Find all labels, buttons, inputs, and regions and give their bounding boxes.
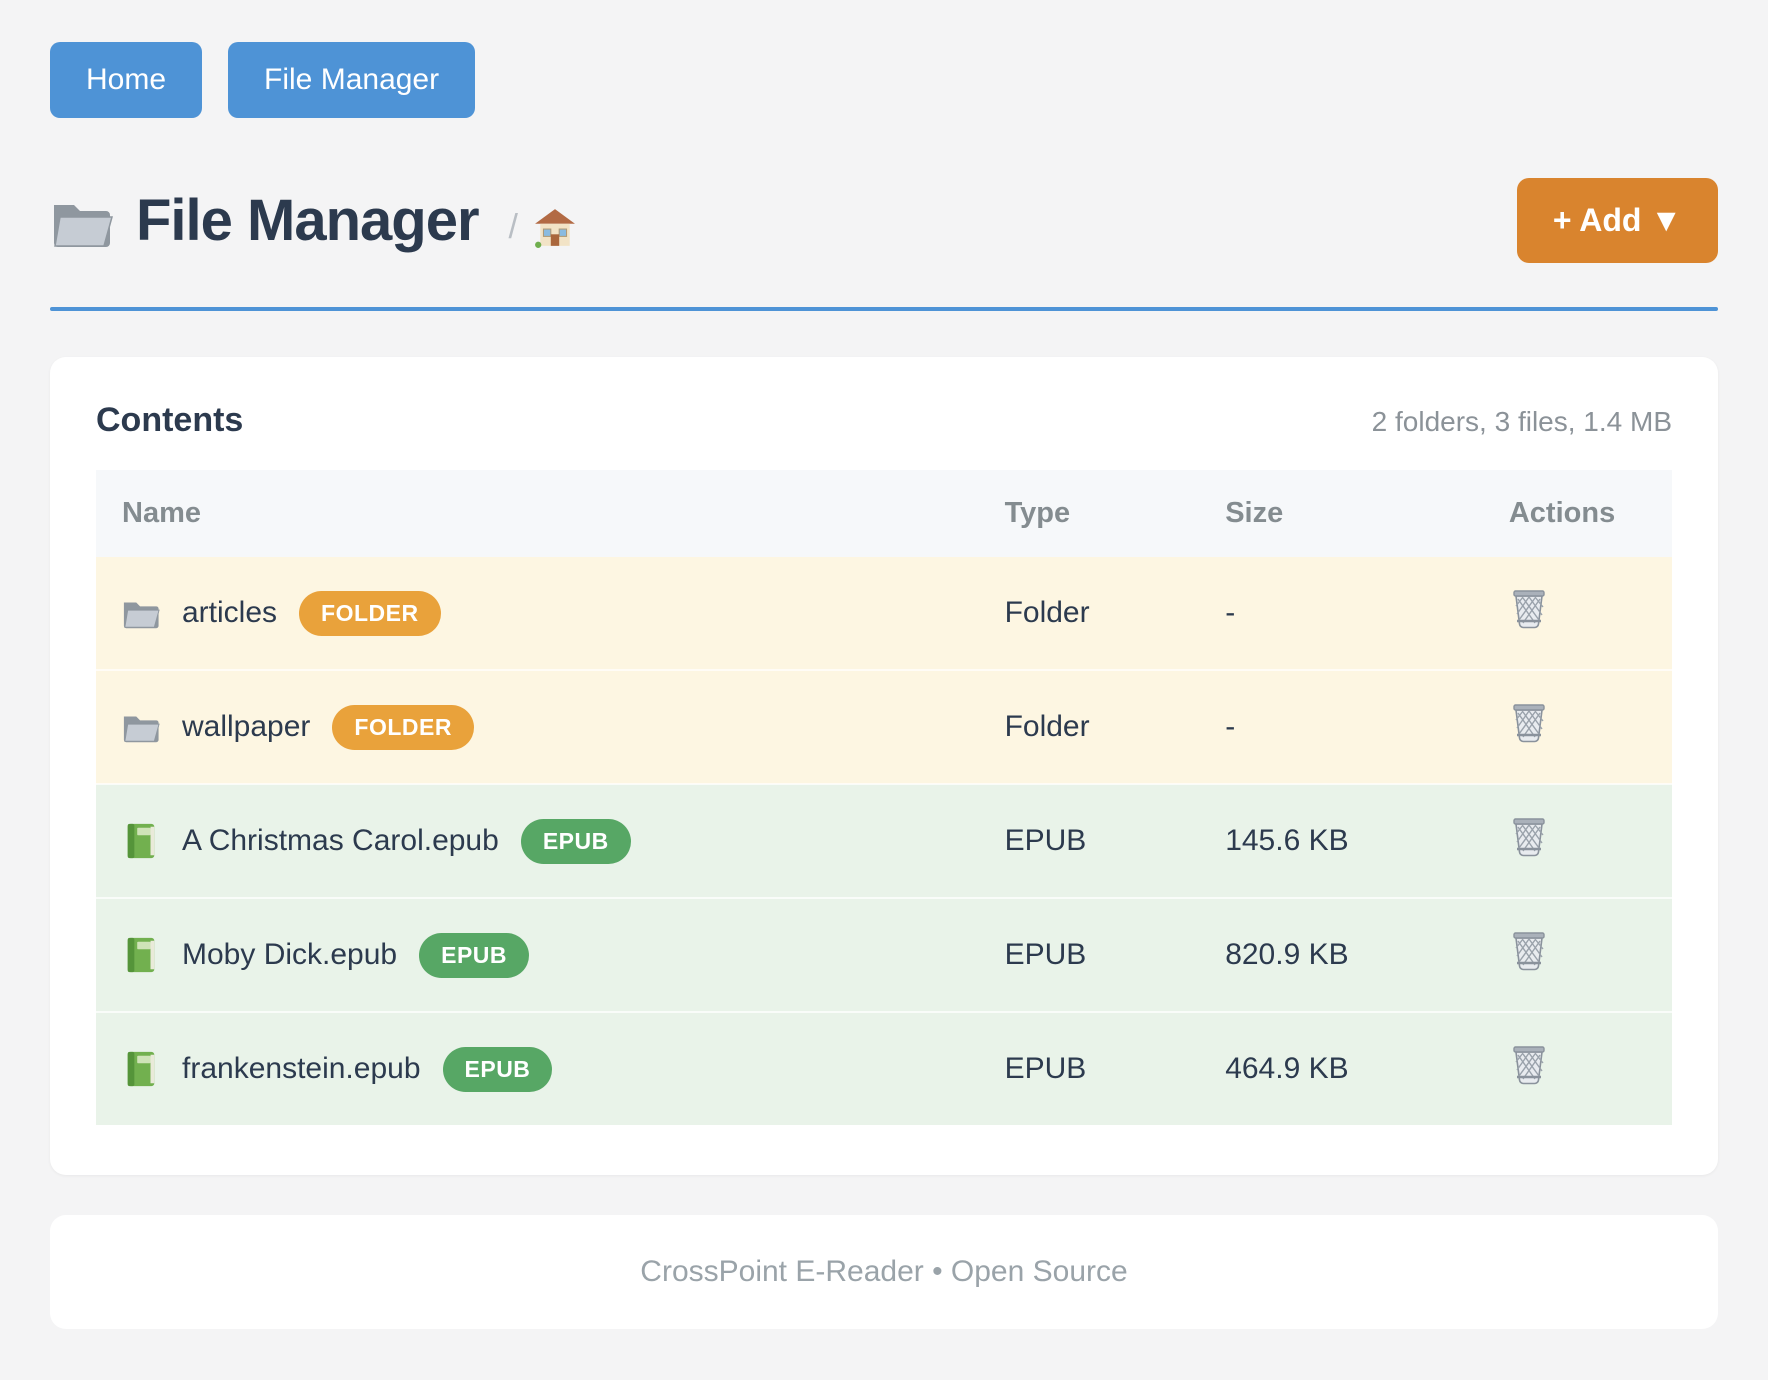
file-name-link[interactable]: frankenstein.epub EPUB (122, 1046, 953, 1092)
trash-icon (1513, 818, 1545, 857)
folder-icon (123, 602, 160, 629)
table-row: wallpaper FOLDER Folder - (96, 670, 1672, 784)
page-header: File Manager / + Add ▼ (50, 178, 1718, 263)
book-icon (127, 823, 155, 859)
table-body: articles FOLDER Folder - (96, 557, 1672, 1125)
house-icon[interactable] (534, 207, 576, 249)
delete-button[interactable] (1509, 929, 1549, 973)
trash-icon (1513, 1046, 1545, 1085)
table-header: Name Type Size Actions (96, 470, 1672, 557)
row-badge: FOLDER (332, 704, 474, 750)
contents-header: Contents 2 folders, 3 files, 1.4 MB (96, 401, 1672, 440)
row-size: 145.6 KB (1225, 824, 1349, 857)
trash-icon (1513, 932, 1545, 971)
book-icon (127, 1051, 155, 1087)
file-table: Name Type Size Actions (96, 470, 1672, 1125)
delete-button[interactable] (1509, 815, 1549, 859)
row-size: - (1225, 710, 1236, 743)
row-name: articles (182, 596, 278, 629)
divider-rule (50, 307, 1718, 311)
row-name: A Christmas Carol.epub (182, 824, 499, 857)
top-nav: Home File Manager (50, 42, 1718, 118)
row-type: EPUB (1004, 938, 1087, 971)
page-title: File Manager (136, 188, 480, 253)
row-type: EPUB (1004, 1052, 1087, 1085)
table-row: frankenstein.epub EPUB EPUB 464.9 KB (96, 1012, 1672, 1125)
row-badge: EPUB (419, 932, 530, 978)
file-name-link[interactable]: articles FOLDER (122, 590, 953, 636)
column-type: Type (978, 470, 1200, 557)
column-name: Name (96, 470, 979, 557)
column-size: Size (1199, 470, 1483, 557)
row-badge: FOLDER (299, 590, 441, 636)
footer: CrossPoint E-Reader • Open Source (50, 1215, 1718, 1329)
row-size: 464.9 KB (1225, 1052, 1349, 1085)
file-manager-button[interactable]: File Manager (228, 42, 476, 118)
table-row: A Christmas Carol.epub EPUB EPUB 145.6 K… (96, 784, 1672, 898)
row-size: - (1225, 596, 1236, 629)
row-type: Folder (1004, 596, 1090, 629)
page: Home File Manager File Manager / (50, 42, 1718, 1329)
row-badge: EPUB (442, 1046, 553, 1092)
delete-button[interactable] (1509, 587, 1549, 631)
row-name: wallpaper (182, 710, 311, 743)
row-size: 820.9 KB (1225, 938, 1349, 971)
contents-card: Contents 2 folders, 3 files, 1.4 MB Name… (50, 357, 1718, 1175)
row-type: EPUB (1004, 824, 1087, 857)
row-type: Folder (1004, 710, 1090, 743)
contents-title: Contents (96, 401, 244, 439)
add-button[interactable]: + Add ▼ (1516, 178, 1718, 263)
trash-icon (1513, 704, 1545, 743)
table-row: articles FOLDER Folder - (96, 557, 1672, 670)
breadcrumb-separator: / (508, 208, 518, 246)
home-button[interactable]: Home (50, 42, 203, 118)
file-name-link[interactable]: Moby Dick.epub EPUB (122, 932, 953, 978)
row-name: frankenstein.epub (182, 1052, 421, 1085)
folder-icon (123, 716, 160, 743)
delete-button[interactable] (1509, 1043, 1549, 1087)
file-name-link[interactable]: wallpaper FOLDER (122, 704, 953, 750)
column-actions: Actions (1482, 470, 1672, 557)
title-wrap: File Manager / (50, 187, 1517, 254)
table-row: Moby Dick.epub EPUB EPUB 820.9 KB (96, 898, 1672, 1012)
footer-text: CrossPoint E-Reader • Open Source (640, 1255, 1128, 1288)
contents-summary: 2 folders, 3 files, 1.4 MB (1371, 406, 1672, 437)
trash-icon (1513, 590, 1545, 629)
folder-icon (54, 204, 113, 247)
row-badge: EPUB (520, 818, 631, 864)
breadcrumb: / (509, 207, 576, 249)
book-icon (127, 937, 155, 973)
delete-button[interactable] (1509, 701, 1549, 745)
file-name-link[interactable]: A Christmas Carol.epub EPUB (122, 818, 953, 864)
row-name: Moby Dick.epub (182, 938, 398, 971)
